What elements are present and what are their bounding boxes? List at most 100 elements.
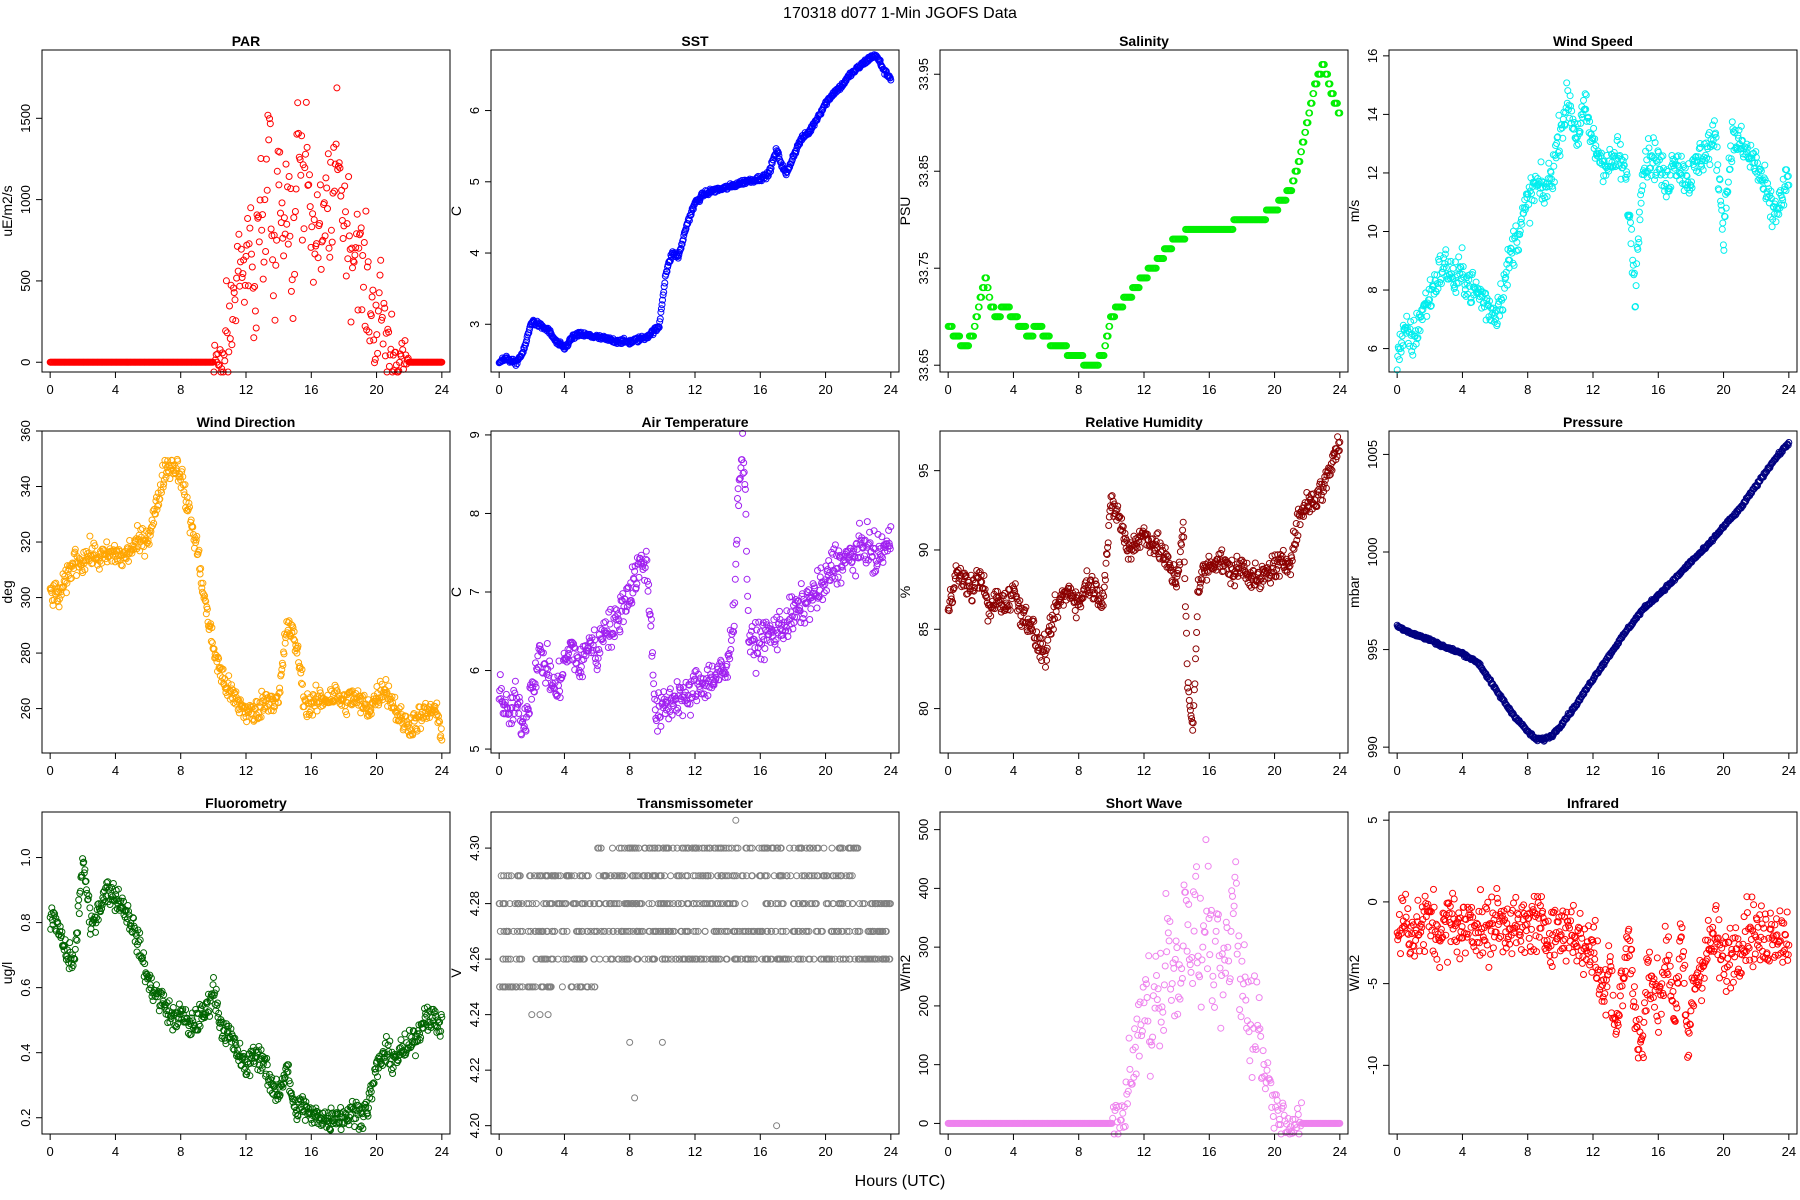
data-point bbox=[809, 123, 816, 130]
y-axis-label: % bbox=[897, 586, 913, 598]
data-point bbox=[1554, 133, 1562, 141]
data-point bbox=[1626, 211, 1634, 219]
data-point bbox=[395, 367, 403, 375]
data-point bbox=[1515, 246, 1523, 254]
data-point bbox=[1590, 124, 1598, 132]
data-point bbox=[1409, 351, 1417, 359]
data-point bbox=[642, 547, 650, 555]
data-point bbox=[1768, 223, 1776, 231]
data-point bbox=[1100, 352, 1108, 359]
data-point bbox=[1399, 342, 1407, 350]
series-air-temperature bbox=[495, 429, 895, 739]
data-point bbox=[1666, 185, 1674, 193]
data-point bbox=[347, 318, 355, 326]
data-point bbox=[1310, 90, 1318, 98]
data-point bbox=[222, 327, 230, 335]
data-point bbox=[335, 159, 343, 167]
data-point bbox=[1190, 702, 1198, 710]
data-point bbox=[956, 332, 964, 340]
data-point bbox=[174, 457, 182, 465]
data-point bbox=[348, 244, 356, 252]
data-point bbox=[1574, 120, 1582, 128]
data-point bbox=[1710, 117, 1718, 125]
panel-title: Salinity bbox=[1119, 33, 1169, 49]
data-point bbox=[1681, 164, 1689, 172]
data-point bbox=[773, 646, 781, 654]
data-point bbox=[141, 552, 149, 560]
data-point bbox=[1393, 366, 1401, 374]
data-point bbox=[360, 239, 368, 246]
data-point bbox=[280, 214, 288, 222]
data-point bbox=[1550, 178, 1558, 186]
x-tick-label: 12 bbox=[1137, 763, 1151, 778]
data-point bbox=[983, 274, 990, 282]
data-point bbox=[338, 186, 346, 194]
data-point bbox=[232, 317, 240, 325]
data-point bbox=[1688, 184, 1696, 192]
data-point bbox=[1468, 298, 1476, 306]
data-point bbox=[1735, 126, 1743, 134]
data-point bbox=[1500, 294, 1507, 302]
data-point bbox=[103, 558, 111, 566]
data-point bbox=[1785, 181, 1793, 189]
data-point bbox=[1779, 196, 1787, 204]
data-point bbox=[761, 645, 769, 652]
data-point bbox=[1567, 102, 1575, 110]
data-point bbox=[1005, 303, 1013, 311]
data-point bbox=[1550, 162, 1558, 170]
data-point bbox=[1747, 141, 1755, 149]
data-point bbox=[1181, 235, 1189, 243]
data-point bbox=[1527, 174, 1535, 182]
data-point bbox=[1645, 144, 1653, 152]
y-tick-label: 1005 bbox=[1365, 440, 1380, 469]
data-point bbox=[1647, 171, 1655, 179]
data-point bbox=[269, 256, 277, 264]
data-point bbox=[142, 527, 150, 535]
data-point bbox=[1497, 280, 1505, 288]
data-point bbox=[382, 676, 390, 683]
x-tick-label: 8 bbox=[177, 763, 184, 778]
data-point bbox=[1499, 306, 1507, 314]
data-point bbox=[1454, 279, 1462, 287]
data-point bbox=[1106, 322, 1114, 330]
x-tick-label: 12 bbox=[1586, 382, 1600, 397]
panel-frame bbox=[939, 430, 1349, 754]
data-point bbox=[71, 548, 79, 556]
data-point bbox=[978, 293, 986, 301]
data-point bbox=[239, 270, 247, 278]
data-point bbox=[238, 274, 246, 281]
data-point bbox=[52, 579, 60, 587]
y-tick-label: 12 bbox=[1365, 166, 1380, 180]
data-point bbox=[1513, 238, 1521, 246]
data-point bbox=[1531, 172, 1539, 180]
data-point bbox=[368, 293, 376, 301]
data-point bbox=[292, 185, 300, 193]
data-point bbox=[543, 640, 551, 647]
data-point bbox=[1419, 306, 1427, 314]
data-point bbox=[655, 323, 663, 331]
data-point bbox=[145, 540, 153, 548]
data-point bbox=[1710, 142, 1718, 150]
data-point bbox=[103, 538, 111, 546]
x-tick-label: 20 bbox=[369, 763, 383, 778]
data-point bbox=[303, 143, 311, 151]
data-point bbox=[1033, 628, 1041, 636]
data-point bbox=[1205, 552, 1213, 560]
data-point bbox=[974, 313, 981, 321]
data-point bbox=[1685, 160, 1693, 168]
data-point bbox=[240, 256, 248, 264]
data-point bbox=[125, 557, 132, 565]
data-point bbox=[1071, 607, 1079, 614]
data-point bbox=[255, 213, 262, 221]
data-point bbox=[1583, 117, 1591, 125]
y-tick-label: 9 bbox=[467, 431, 482, 438]
data-point bbox=[1547, 169, 1555, 176]
data-point bbox=[1638, 187, 1646, 195]
data-point bbox=[211, 341, 219, 349]
data-point bbox=[377, 256, 385, 264]
data-point bbox=[1152, 264, 1160, 272]
data-point bbox=[163, 469, 170, 476]
data-point bbox=[302, 98, 310, 106]
data-point bbox=[1181, 575, 1189, 583]
